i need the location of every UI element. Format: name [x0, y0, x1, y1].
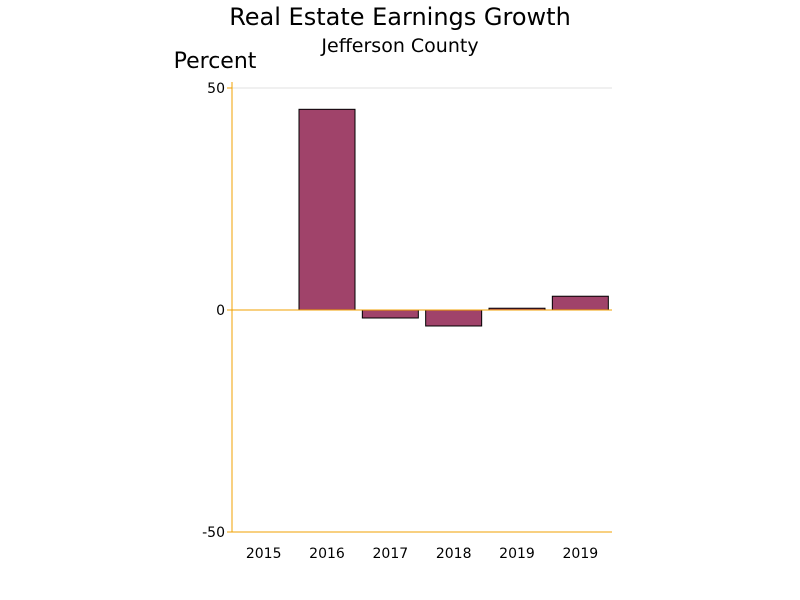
bar-2: [361, 309, 419, 319]
x-tick-label-3: 2018: [436, 546, 472, 562]
bar-5: [551, 295, 609, 311]
x-tick-label-2: 2017: [373, 546, 409, 562]
y-axis-label: Percent: [174, 49, 257, 74]
chart-title: Real Estate Earnings Growth: [229, 3, 571, 31]
bar-1: [298, 108, 356, 311]
x-tick-label-0: 2015: [246, 546, 282, 562]
x-tick-label-4: 2019: [499, 546, 535, 562]
plot-area: 50 0 -50 2015 2016 2017 2018 2019 2019: [202, 81, 612, 562]
chart-subtitle: Jefferson County: [320, 35, 478, 57]
y-tick-label-0: 50: [207, 81, 225, 97]
x-tick-label-1: 2016: [309, 546, 345, 562]
y-tick-label-2: -50: [202, 525, 225, 541]
bar-3: [425, 309, 483, 327]
y-tick-label-1: 0: [216, 303, 225, 319]
x-tick-label-5: 2019: [563, 546, 599, 562]
